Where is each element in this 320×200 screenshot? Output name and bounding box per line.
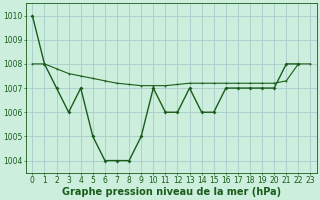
- X-axis label: Graphe pression niveau de la mer (hPa): Graphe pression niveau de la mer (hPa): [62, 187, 281, 197]
